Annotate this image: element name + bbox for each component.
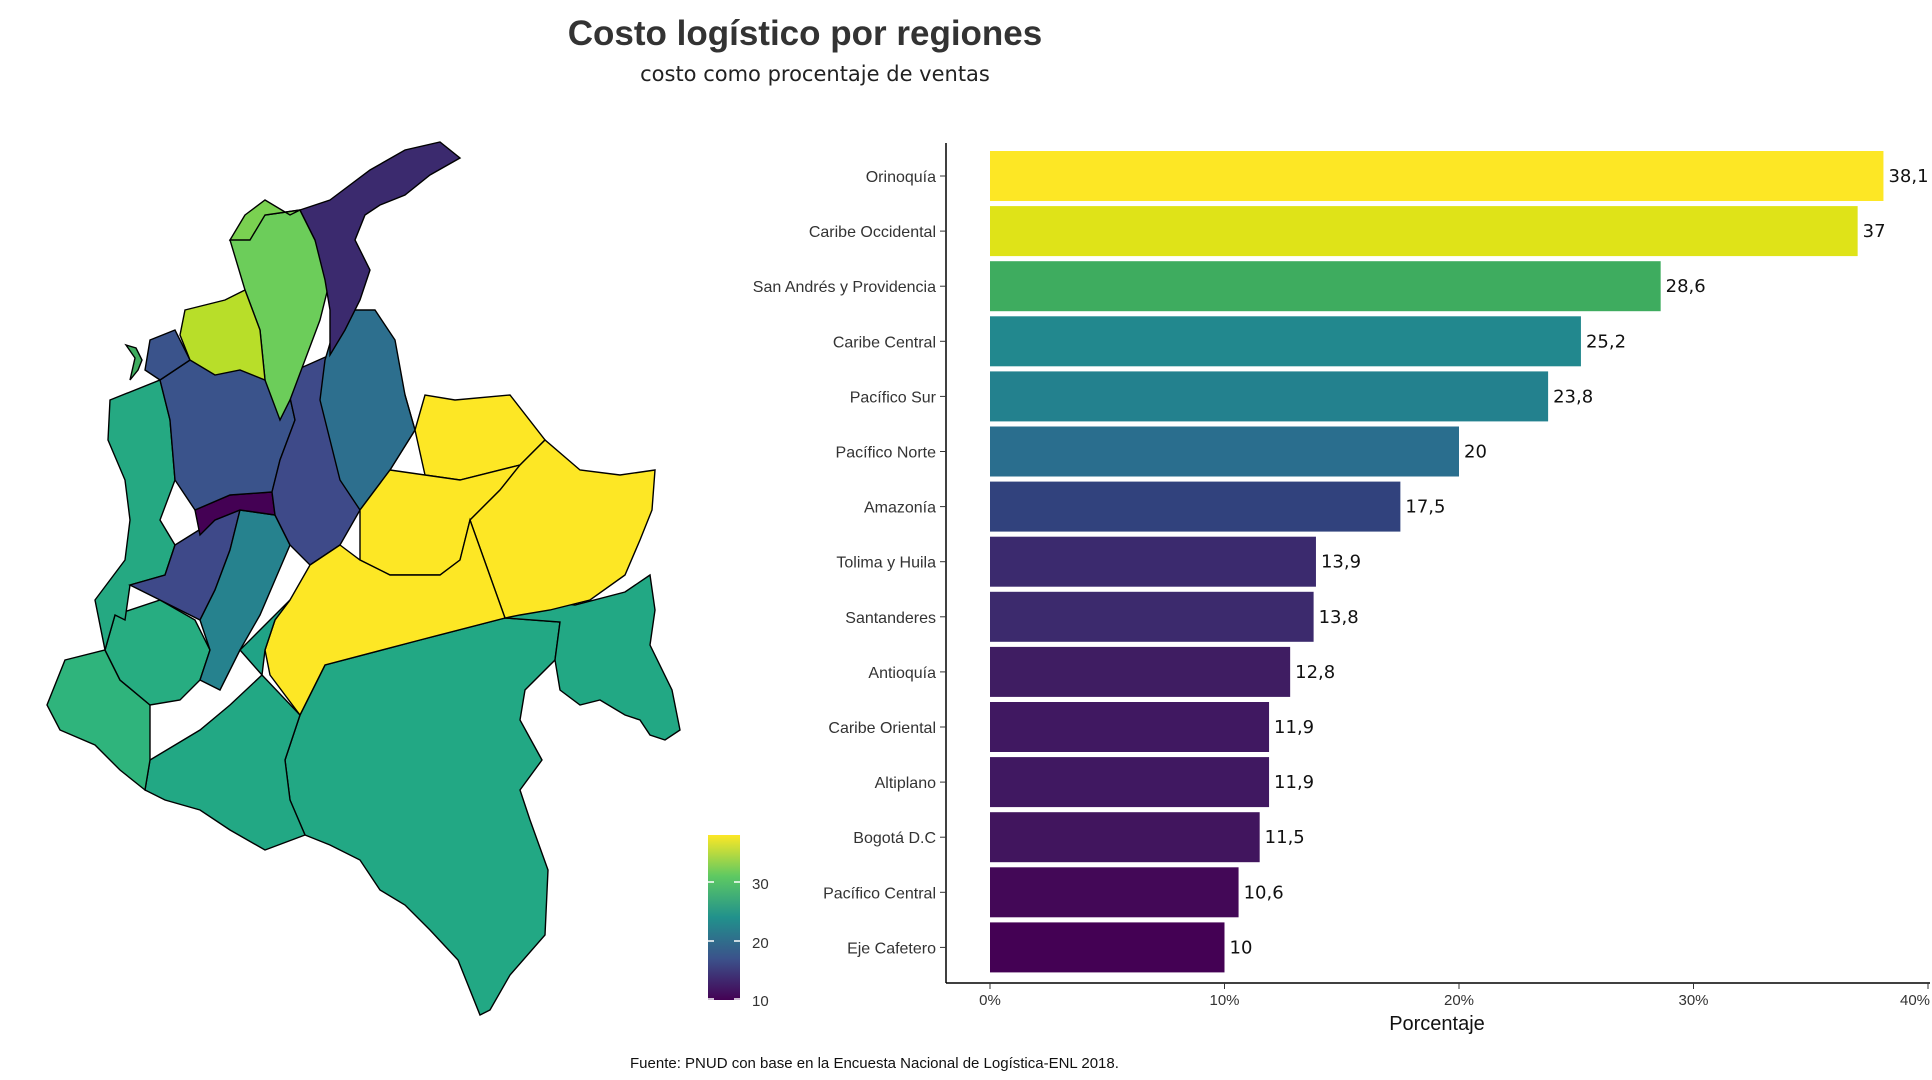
- map-region-atlantico: [228, 199, 301, 241]
- value-label: 37: [1863, 221, 1886, 242]
- legend-tick-label-10: 10: [752, 993, 769, 1010]
- chart-title: Costo logístico por regiones: [567, 14, 1043, 53]
- category-label: Tolima y Huila: [836, 555, 936, 572]
- value-label: 17,5: [1405, 497, 1445, 518]
- bar-14: [990, 922, 1225, 973]
- value-label: 11,5: [1265, 827, 1305, 848]
- x-tick-label: 40%: [1900, 992, 1930, 1009]
- legend-tick-label-20: 20: [752, 935, 769, 952]
- value-label: 38,1: [1888, 166, 1928, 187]
- map-region-amazonia-mid: [144, 674, 306, 851]
- bar-7: [990, 536, 1316, 587]
- value-label: 11,9: [1274, 717, 1314, 738]
- x-tick-label: 0%: [979, 992, 1001, 1009]
- value-label: 28,6: [1666, 276, 1706, 297]
- x-ticks-group: 0% 10% 20% 30% 40%: [979, 983, 1930, 1009]
- bar-0: [990, 151, 1884, 201]
- bar-9: [990, 646, 1291, 697]
- bar-12: [990, 812, 1260, 863]
- value-label: 25,2: [1586, 331, 1626, 352]
- category-label: Pacífico Sur: [850, 389, 937, 406]
- legend-tick-label-30: 30: [752, 876, 769, 893]
- x-tick-label: 10%: [1209, 992, 1239, 1009]
- bar-10: [990, 702, 1270, 752]
- category-label: Santanderes: [845, 610, 936, 627]
- map-region-cordoba: [144, 329, 191, 381]
- category-label: Caribe Central: [833, 334, 936, 351]
- bar-3: [990, 316, 1581, 367]
- map-region-amazonia-south: [284, 617, 561, 1016]
- value-label: 12,8: [1295, 662, 1335, 683]
- bar-chart: Orinoquía 38,1 Caribe Occidental 37 San Andr…: [753, 143, 1930, 1035]
- map-region-guajira: [299, 141, 462, 358]
- category-label: Caribe Oriental: [828, 720, 936, 737]
- x-tick-label: 20%: [1444, 992, 1474, 1009]
- category-label: Caribe Occidental: [809, 224, 936, 241]
- bar-13: [990, 867, 1239, 918]
- map-region-san-andres: [124, 343, 143, 381]
- value-label: 11,9: [1274, 772, 1314, 793]
- value-label: 10,6: [1244, 882, 1284, 903]
- value-label: 13,8: [1319, 607, 1359, 628]
- category-label: Antioquía: [868, 665, 936, 682]
- value-label: 20: [1464, 442, 1487, 463]
- category-label: Pacífico Norte: [836, 445, 937, 462]
- bar-8: [990, 591, 1314, 642]
- category-label: Bogotá D.C: [853, 830, 936, 847]
- category-label: Pacífico Central: [823, 885, 936, 902]
- bar-6: [990, 481, 1401, 532]
- x-tick-label: 30%: [1678, 992, 1708, 1009]
- category-label: Orinoquía: [866, 169, 936, 186]
- legend-colorbar: [708, 835, 740, 1000]
- bars-group: Orinoquía 38,1 Caribe Occidental 37 San Andr…: [753, 151, 1929, 973]
- map-region-caribe-occidental: [179, 289, 266, 382]
- bar-4: [990, 371, 1549, 422]
- value-label: 13,9: [1321, 552, 1361, 573]
- map-legend: 10 20 30: [708, 835, 769, 1010]
- colombia-map: [46, 141, 681, 1016]
- bar-5: [990, 426, 1459, 477]
- value-label: 10: [1230, 937, 1253, 958]
- category-label: Eje Cafetero: [847, 940, 936, 957]
- bar-1: [990, 206, 1858, 257]
- value-label: 23,8: [1553, 386, 1593, 407]
- x-axis-label: Porcentaje: [1389, 1013, 1485, 1035]
- map-region-east: [502, 573, 681, 741]
- map-region-guaviare: [239, 599, 291, 677]
- bar-11: [990, 757, 1270, 808]
- source-caption: Fuente: PNUD con base en la Encuesta Nac…: [630, 1055, 1119, 1072]
- chart-subtitle: costo como procentaje de ventas: [640, 62, 990, 86]
- bar-2: [990, 261, 1661, 312]
- category-label: Amazonía: [864, 500, 936, 517]
- category-label: San Andrés y Providencia: [753, 279, 936, 296]
- category-label: Altiplano: [875, 775, 936, 792]
